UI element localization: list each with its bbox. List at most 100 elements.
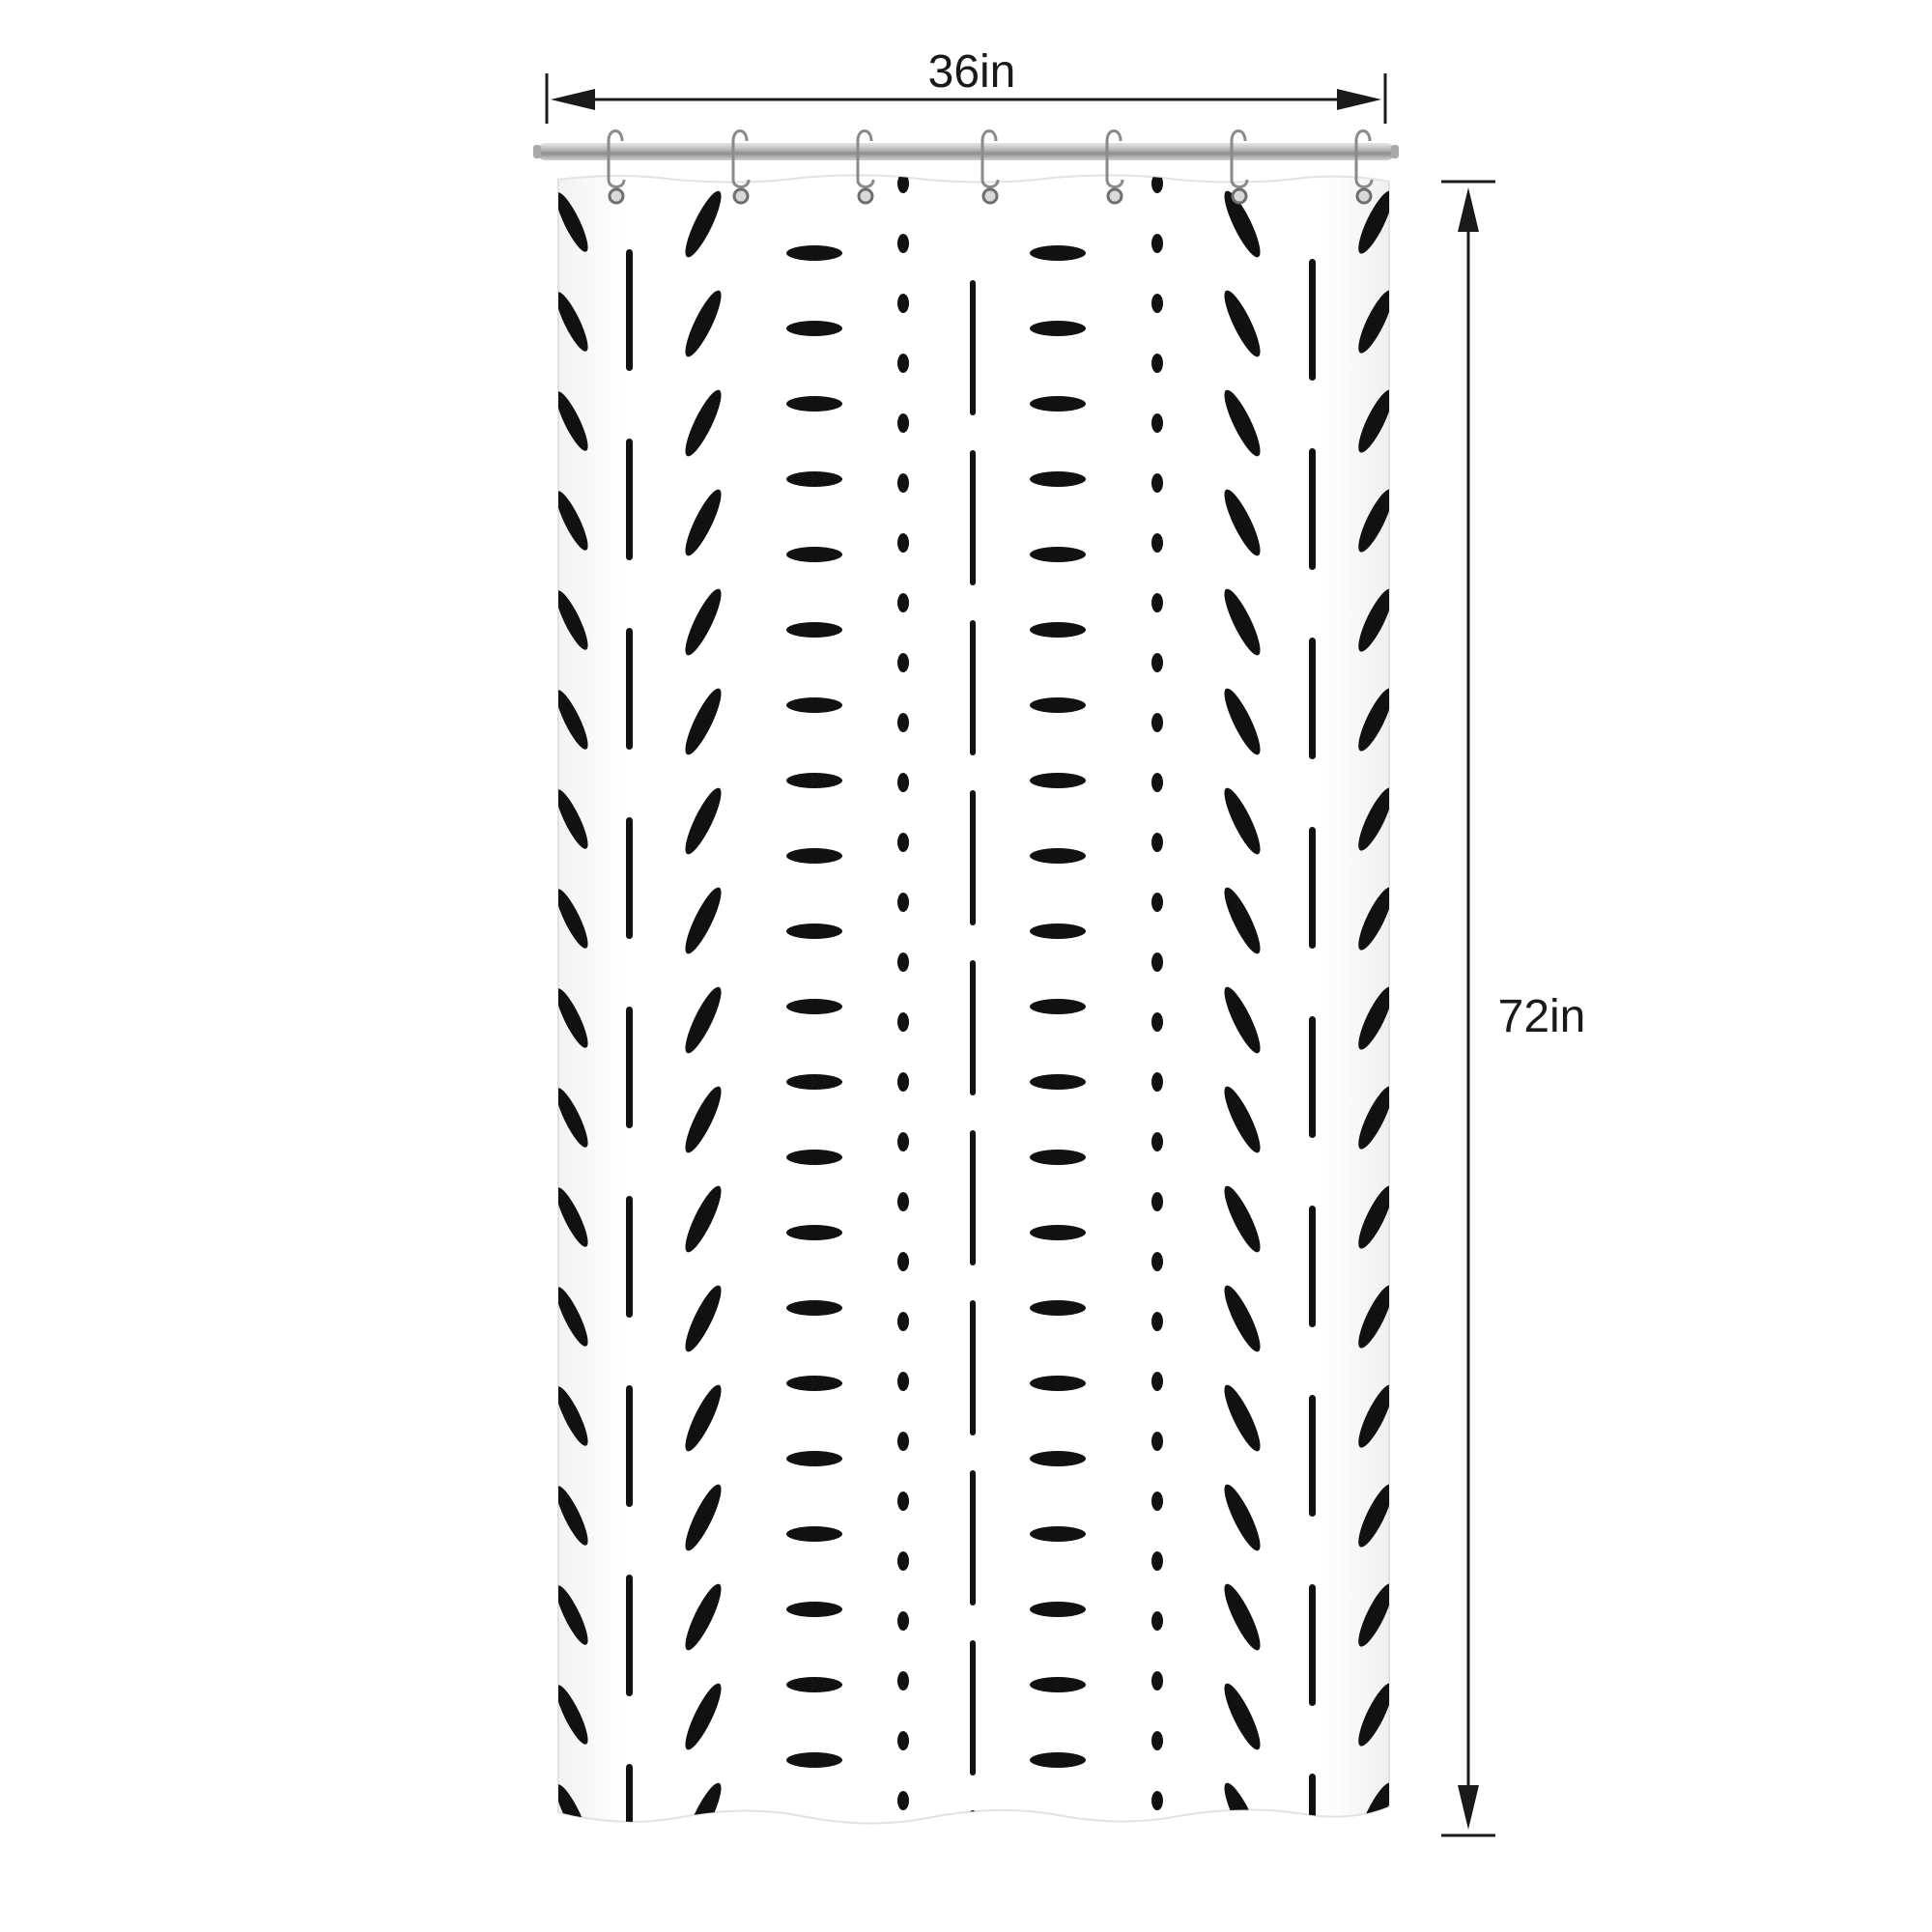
stem-stroke — [970, 1470, 976, 1605]
dash-stroke — [1030, 773, 1086, 788]
dot-stroke — [1151, 653, 1163, 672]
dot-stroke — [1151, 1432, 1163, 1451]
dot-stroke — [1151, 1551, 1163, 1571]
dash-stroke — [786, 848, 842, 864]
leaf-stroke — [1358, 389, 1389, 453]
stem-stroke — [1309, 448, 1316, 570]
dot-stroke — [1151, 1731, 1163, 1750]
leaf-stroke — [558, 1784, 588, 1824]
leaf-stroke — [558, 1088, 588, 1148]
shower-hook-icon — [607, 129, 626, 205]
leaf-stroke — [558, 1486, 588, 1546]
leaf-stroke — [685, 1484, 722, 1551]
leaf-stroke — [558, 1685, 588, 1745]
dot-stroke — [897, 952, 909, 972]
leaf-stroke — [1224, 1683, 1261, 1750]
dot-stroke — [1151, 294, 1163, 313]
stem-stroke — [626, 249, 633, 371]
width-label: 36in — [928, 46, 1016, 98]
dot-stroke — [1151, 1012, 1163, 1032]
leaf-stroke — [1358, 1683, 1389, 1747]
dot-stroke — [897, 833, 909, 852]
leaf-stroke — [1358, 787, 1389, 851]
leaf-stroke — [1224, 588, 1261, 656]
stem-stroke — [970, 1640, 976, 1776]
leaf-stroke — [685, 1583, 722, 1651]
curtain — [557, 174, 1390, 1825]
leaf-stroke — [1224, 1285, 1261, 1352]
leaf-stroke — [558, 391, 588, 451]
dash-stroke — [1030, 1376, 1086, 1391]
dot-stroke — [1151, 593, 1163, 612]
down-arrow-icon — [1458, 1785, 1479, 1830]
stem-stroke — [970, 280, 976, 415]
left-arrow-icon — [551, 89, 595, 110]
dot-stroke — [897, 1731, 909, 1750]
leaf-stroke — [685, 688, 722, 755]
dash-stroke — [1030, 471, 1086, 487]
dot-stroke — [897, 175, 909, 193]
leaf-stroke — [558, 988, 588, 1048]
dot-stroke — [1151, 1312, 1163, 1331]
leaf-stroke — [558, 1386, 588, 1446]
leaf-stroke — [1358, 1484, 1389, 1548]
leaf-stroke — [685, 1086, 722, 1153]
shower-hook-icon — [731, 129, 751, 205]
stem-stroke — [970, 1300, 976, 1435]
leaf-stroke — [1358, 1185, 1389, 1249]
dot-stroke — [897, 1611, 909, 1631]
stem-stroke — [1309, 1206, 1316, 1327]
dash-stroke — [786, 773, 842, 788]
leaf-stroke — [1224, 887, 1261, 954]
stem-stroke — [970, 960, 976, 1095]
dash-stroke — [1030, 999, 1086, 1014]
dash-stroke — [786, 321, 842, 336]
dot-stroke — [1151, 1611, 1163, 1631]
stem-stroke — [626, 1575, 633, 1696]
leaf-stroke — [1224, 1086, 1261, 1153]
leaf-stroke — [1358, 1086, 1389, 1150]
leaf-stroke — [1224, 1185, 1261, 1253]
dot-stroke — [1151, 952, 1163, 972]
stem-stroke — [626, 439, 633, 560]
dash-stroke — [786, 471, 842, 487]
dash-stroke — [1030, 1074, 1086, 1090]
dash-stroke — [1030, 622, 1086, 638]
leaf-stroke — [1358, 1583, 1389, 1647]
dash-stroke — [786, 999, 842, 1014]
dash-stroke — [786, 1602, 842, 1617]
stem-stroke — [970, 620, 976, 755]
stem-stroke — [970, 790, 976, 925]
right-arrow-icon — [1337, 89, 1381, 110]
brush-stroke-pattern — [558, 175, 1389, 1824]
leaf-stroke — [685, 986, 722, 1054]
dot-stroke — [897, 1072, 909, 1092]
leaf-stroke — [1224, 1583, 1261, 1651]
dash-stroke — [1030, 1300, 1086, 1316]
curtain-rod — [533, 143, 1399, 160]
leaf-stroke — [1358, 1384, 1389, 1448]
dot-stroke — [1151, 1791, 1163, 1810]
leaf-stroke — [685, 1285, 722, 1352]
leaf-stroke — [558, 192, 588, 252]
dot-stroke — [897, 653, 909, 672]
dash-stroke — [1030, 923, 1086, 939]
width-dimension: 36in — [545, 46, 1387, 124]
leaf-stroke — [558, 292, 588, 352]
dot-stroke — [897, 773, 909, 792]
dash-stroke — [786, 396, 842, 412]
height-label: 72in — [1498, 991, 1586, 1042]
height-dimension: 72in — [1441, 180, 1586, 1837]
dot-stroke — [1151, 473, 1163, 493]
dash-stroke — [786, 245, 842, 261]
leaf-stroke — [1224, 290, 1261, 357]
shower-hook-icon — [856, 129, 875, 205]
stem-stroke — [1309, 827, 1316, 949]
dash-stroke — [1030, 396, 1086, 412]
leaf-stroke — [1358, 290, 1389, 354]
dot-stroke — [897, 713, 909, 732]
stem-stroke — [626, 1196, 633, 1318]
leaf-stroke — [558, 1187, 588, 1247]
dot-stroke — [897, 1012, 909, 1032]
